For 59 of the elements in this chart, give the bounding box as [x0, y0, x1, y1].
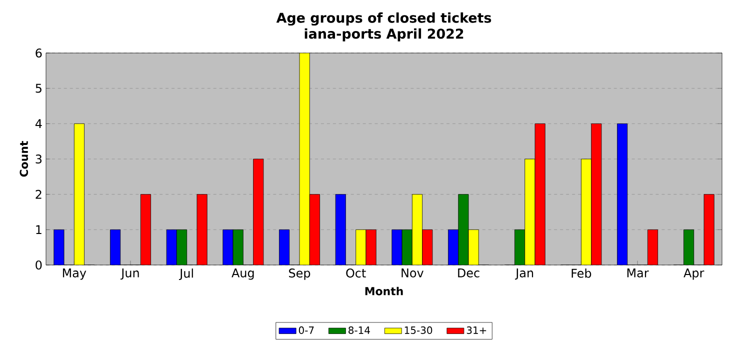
bar — [232, 229, 244, 265]
bar — [412, 194, 423, 265]
bar — [647, 229, 658, 265]
bar — [309, 194, 320, 265]
legend-label: 15-30 — [404, 326, 432, 334]
legend-label: 8-14 — [348, 326, 370, 334]
bar — [392, 229, 402, 265]
x-tick-label: Sep — [289, 268, 310, 280]
y-tick-label: 5 — [36, 84, 42, 93]
bar — [591, 123, 602, 265]
bar — [140, 194, 151, 265]
y-tick-label: 2 — [36, 190, 42, 199]
bar — [402, 229, 412, 265]
x-tick-label: Mar — [627, 268, 649, 278]
x-tick-label: Apr — [684, 268, 704, 280]
bar — [299, 53, 310, 265]
bar — [366, 229, 376, 265]
y-tick-label: 0 — [36, 260, 42, 270]
x-axis-title: Month — [365, 286, 403, 296]
bar — [468, 229, 479, 265]
bar — [534, 123, 546, 265]
chart-subtitle: iana-ports April 2022 — [304, 28, 464, 42]
legend-label: 0-7 — [298, 326, 314, 334]
bar — [524, 158, 536, 265]
x-tick-label: Jul — [179, 268, 193, 280]
x-tick-label: Nov — [402, 268, 424, 278]
x-tick-label: May — [62, 268, 86, 280]
bar — [448, 229, 459, 265]
bar — [514, 229, 526, 265]
bar — [617, 123, 628, 265]
y-axis-title: Count — [20, 141, 28, 177]
bar — [196, 194, 208, 265]
bar — [684, 229, 694, 265]
x-tick-label: Aug — [232, 268, 254, 280]
bar — [253, 158, 264, 265]
bar — [704, 194, 714, 265]
y-tick-label: 4 — [35, 119, 42, 128]
x-tick-label: Jan — [515, 268, 534, 280]
bar — [176, 229, 188, 265]
bar — [580, 158, 592, 265]
bar — [54, 229, 64, 265]
bar — [458, 194, 469, 265]
bar — [222, 229, 234, 265]
x-tick-label: Jun — [120, 268, 139, 280]
bar — [279, 229, 290, 265]
bar — [74, 123, 85, 265]
bar — [335, 194, 346, 265]
bar — [422, 229, 433, 265]
x-tick-label: Dec — [458, 268, 480, 278]
legend-label: 31+ — [466, 326, 486, 334]
x-tick-label: Feb — [572, 268, 592, 278]
y-tick-label: 3 — [36, 154, 42, 164]
chart-title: Age groups of closed tickets — [276, 12, 492, 26]
bar — [166, 229, 177, 265]
x-tick-label: Oct — [346, 268, 366, 278]
y-tick-label: 1 — [36, 225, 42, 234]
bar — [110, 229, 121, 265]
bar — [356, 229, 366, 265]
y-tick-label: 6 — [36, 48, 42, 58]
